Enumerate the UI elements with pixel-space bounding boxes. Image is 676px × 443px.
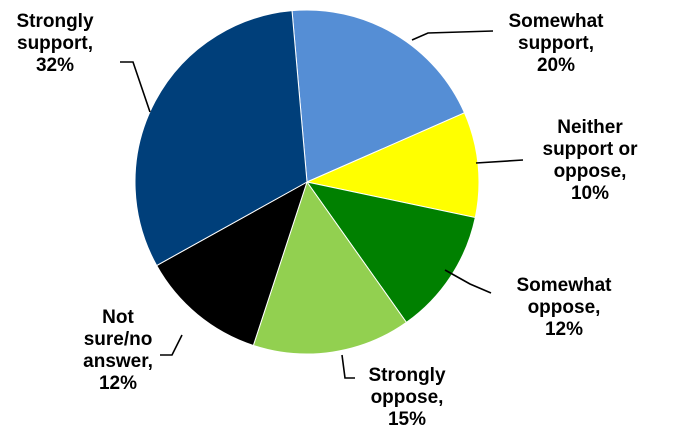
slice-label-somewhat-oppose: Somewhat oppose, 12% (516, 275, 612, 340)
slice-label-not-sure-no-answer: Not sure/no answer, 12% (83, 307, 153, 394)
slice-label-strongly-support: Strongly support, 32% (16, 11, 93, 76)
pie-slice-somewhat-support (291, 9, 466, 183)
pie-slice-neither-support-or-oppose (305, 112, 480, 219)
pie-slice-strongly-support (134, 10, 308, 267)
pie-slice-strongly-oppose (252, 180, 408, 355)
leader-line-strongly-oppose (341, 354, 355, 379)
leader-line-neither-support-or-oppose (475, 159, 524, 164)
leader-line-somewhat-oppose (444, 269, 492, 294)
slice-label-somewhat-support: Somewhat support, 20% (508, 11, 604, 76)
pie-slice-not-sure-no-answer (155, 180, 308, 347)
leader-line-strongly-support (120, 61, 151, 113)
leader-line-not-sure-no-answer (160, 334, 183, 356)
pie-slices (134, 9, 480, 355)
slice-labels: Somewhat support, 20% Neither support or oppo… (16, 11, 638, 430)
slice-label-neither-support-or-oppose: Neither support or oppose, 10% (543, 117, 639, 204)
label-leader-lines (120, 30, 524, 379)
leader-line-somewhat-support (411, 30, 494, 41)
pie-slice-somewhat-oppose (305, 181, 476, 324)
slice-label-strongly-oppose: Strongly oppose, 15% (368, 365, 445, 430)
